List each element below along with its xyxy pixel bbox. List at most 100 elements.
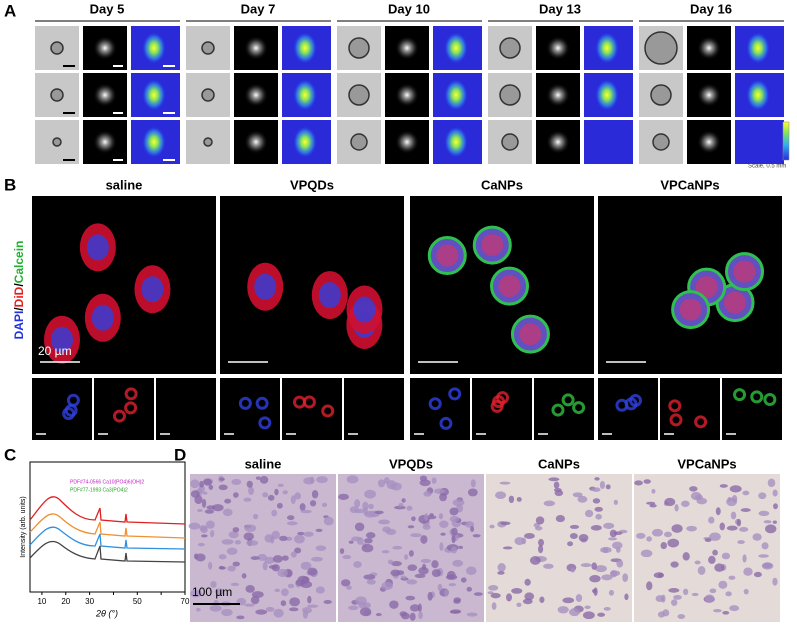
heatmap-signal — [595, 32, 619, 64]
x-tick-label: 10 — [37, 597, 46, 606]
stained-cell — [201, 498, 207, 508]
stained-cell — [364, 538, 373, 544]
stained-cell — [466, 586, 472, 592]
stained-cell — [506, 593, 512, 602]
stained-cell — [691, 592, 699, 597]
stained-cell — [271, 564, 280, 572]
stained-cell — [309, 476, 315, 484]
group-title: VPQDs — [290, 177, 334, 192]
panel-label: B — [4, 175, 16, 194]
stained-cell — [562, 597, 575, 604]
stained-cell — [694, 560, 701, 565]
stained-cell — [381, 581, 393, 590]
stained-cell — [772, 577, 778, 586]
nucleus — [498, 275, 521, 298]
stained-cell — [680, 500, 690, 507]
stained-cell — [553, 487, 562, 492]
stained-cell — [708, 516, 715, 524]
stained-cell — [444, 589, 449, 597]
stain-sep: / — [12, 283, 26, 287]
stained-cell — [580, 563, 592, 568]
channel-signal — [572, 401, 586, 415]
channel-image — [722, 378, 782, 440]
stained-cell — [232, 527, 240, 533]
stained-cell — [569, 524, 580, 529]
stained-cell — [497, 563, 506, 572]
stained-cell — [264, 556, 275, 564]
stained-cell — [294, 492, 301, 500]
stained-cell — [381, 550, 390, 554]
heatmap-signal — [444, 32, 468, 64]
stained-cell — [609, 529, 617, 538]
stained-cell — [448, 583, 457, 587]
stained-cell — [466, 612, 478, 617]
stained-cell — [582, 611, 595, 620]
stained-cell — [548, 477, 560, 482]
stained-cell — [201, 534, 208, 538]
stained-cell — [714, 563, 725, 572]
stained-cell — [348, 605, 359, 611]
stained-cell — [199, 480, 204, 488]
panel-label: D — [174, 445, 186, 464]
stained-cell — [288, 607, 299, 612]
stained-cell — [309, 500, 317, 507]
stained-cell — [401, 498, 406, 503]
stained-cell — [194, 495, 203, 504]
stained-cell — [439, 493, 447, 502]
stained-cell — [765, 524, 777, 534]
stained-cell — [761, 562, 774, 570]
stained-cell — [495, 491, 507, 499]
stained-cell — [671, 524, 683, 533]
stained-cell — [378, 519, 390, 525]
stained-cell — [572, 492, 583, 498]
day-title: Day 5 — [90, 1, 125, 16]
stained-cell — [286, 515, 295, 521]
stained-cell — [611, 541, 623, 550]
stained-cell — [433, 488, 445, 494]
stained-cell — [608, 589, 614, 596]
stained-cell — [404, 554, 409, 560]
stained-cell — [246, 540, 259, 546]
xrd-curve — [29, 513, 186, 539]
stained-cell — [311, 556, 323, 562]
stained-cell — [772, 489, 778, 497]
spheroid — [348, 37, 370, 59]
stained-cell — [489, 524, 495, 529]
stained-cell — [363, 602, 371, 609]
stained-cell — [595, 513, 602, 520]
stained-cell — [663, 531, 672, 538]
stained-cell — [241, 573, 247, 579]
nucleus — [353, 296, 376, 323]
stained-cell — [355, 596, 367, 606]
stained-cell — [584, 509, 594, 518]
stained-cell — [718, 580, 728, 589]
xrd-curve — [29, 540, 186, 563]
stained-cell — [420, 535, 428, 544]
day-title: Day 10 — [388, 1, 430, 16]
stained-cell — [262, 561, 268, 571]
signal — [395, 83, 419, 107]
signal — [395, 130, 419, 154]
stained-cell — [273, 608, 284, 618]
stained-cell — [295, 579, 306, 587]
stained-cell — [767, 478, 776, 488]
stained-cell — [569, 533, 578, 540]
heatmap-signal — [595, 79, 619, 111]
stained-cell — [203, 478, 213, 486]
stained-cell — [553, 481, 560, 489]
stained-cell — [231, 478, 242, 486]
stained-cell — [613, 531, 623, 536]
stained-cell — [616, 559, 624, 568]
stained-cell — [465, 566, 477, 575]
channel-signal — [669, 413, 683, 427]
stained-cell — [649, 504, 657, 508]
signal — [697, 130, 721, 154]
stained-cell — [592, 588, 597, 594]
stained-cell — [742, 490, 750, 496]
stained-cell — [431, 569, 441, 578]
stained-cell — [349, 506, 359, 514]
stained-cell — [190, 589, 202, 598]
stained-cell — [458, 545, 463, 549]
signal — [546, 130, 570, 154]
stained-cell — [686, 525, 697, 532]
